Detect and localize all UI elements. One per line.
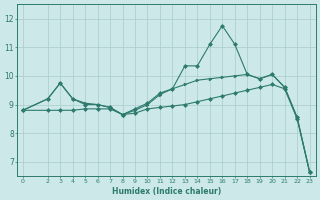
X-axis label: Humidex (Indice chaleur): Humidex (Indice chaleur) — [112, 187, 221, 196]
